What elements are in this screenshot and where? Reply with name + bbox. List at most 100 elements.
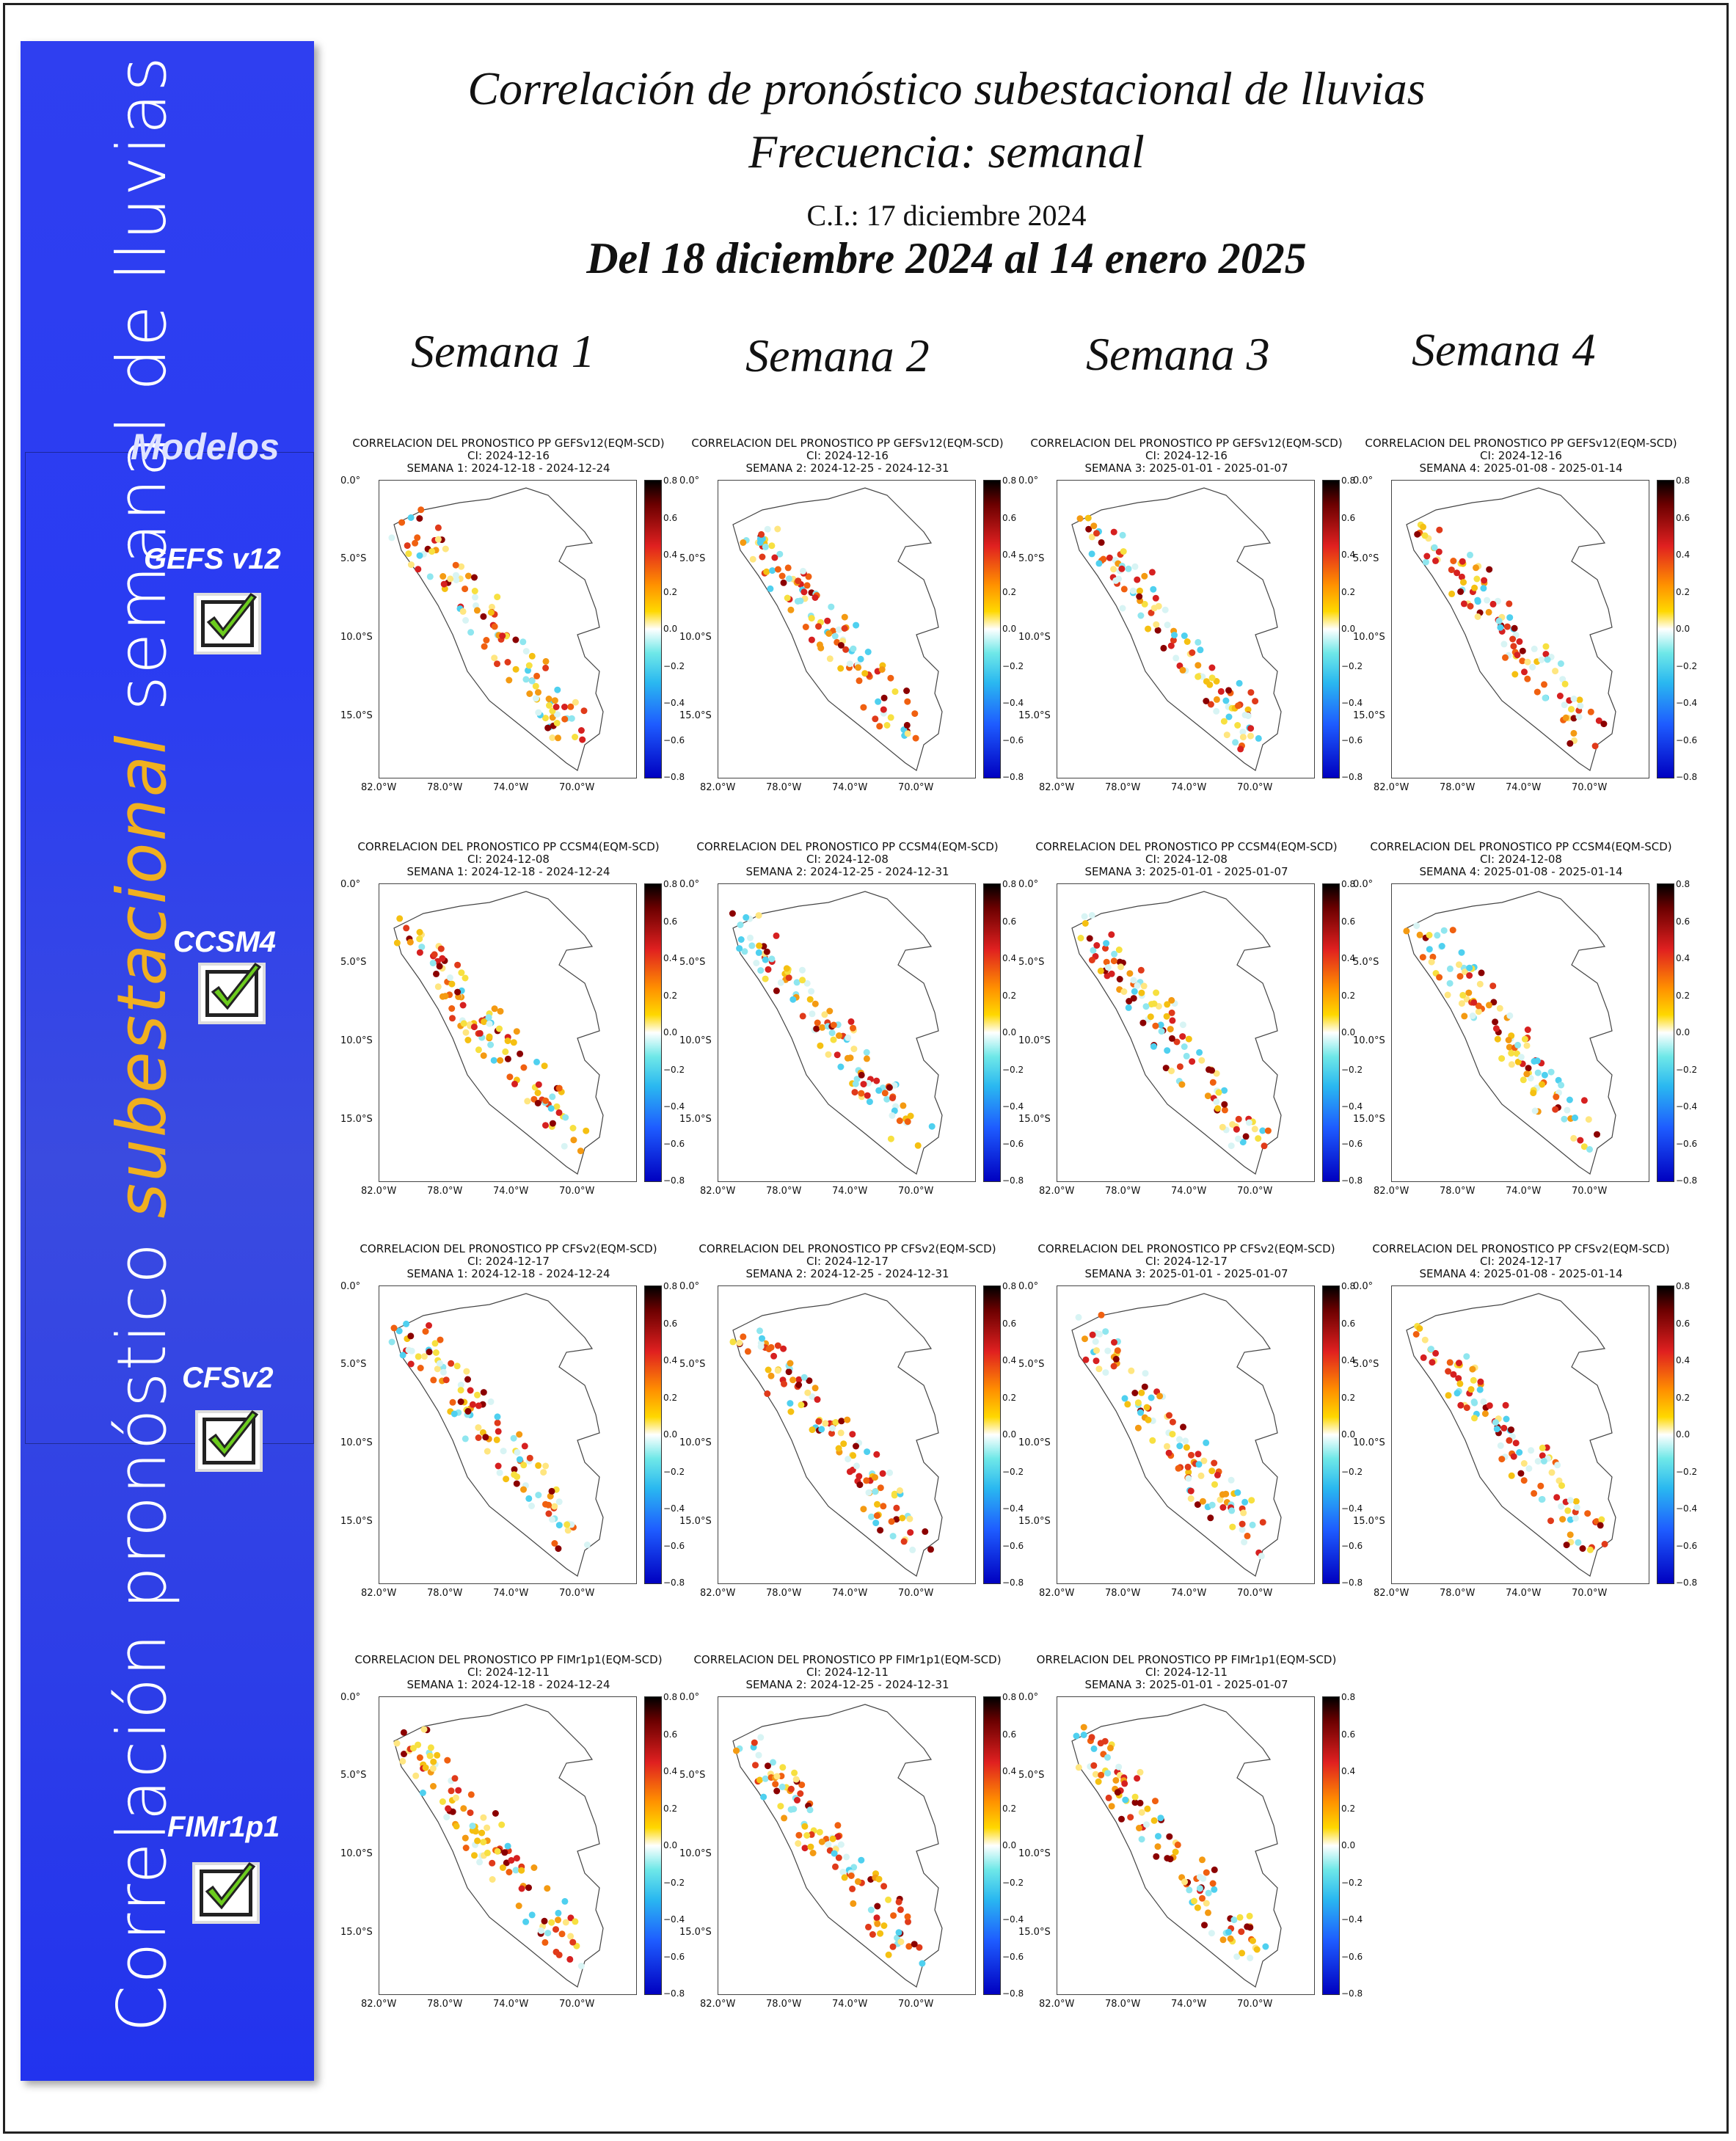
station-dot — [1088, 550, 1095, 558]
station-dot — [875, 1875, 883, 1883]
y-tick-label: 10.0°S — [1018, 1035, 1051, 1046]
station-dot — [1455, 1375, 1462, 1382]
station-dot — [566, 1955, 574, 1963]
station-dot — [888, 1518, 895, 1525]
station-dot — [1579, 1545, 1586, 1552]
station-dot — [736, 945, 743, 952]
station-dot — [1555, 1076, 1562, 1084]
station-dot — [494, 1419, 501, 1426]
station-dot — [912, 734, 919, 742]
station-dot — [520, 1486, 527, 1493]
station-dot — [757, 1734, 765, 1741]
station-dot — [1564, 1106, 1571, 1114]
station-dot — [829, 1425, 836, 1431]
station-dot — [768, 955, 776, 963]
station-dot — [889, 1533, 897, 1540]
x-tick-label: 82.0°W — [1039, 1186, 1075, 1197]
station-dot — [1082, 1356, 1090, 1363]
station-dot — [1104, 964, 1112, 971]
station-dot — [1519, 657, 1526, 665]
station-dot — [846, 660, 853, 668]
station-dot — [1510, 1453, 1517, 1460]
station-dot — [475, 1046, 482, 1054]
checkbox-fimr1p1[interactable] — [192, 1861, 260, 1924]
forecast-map-panel: ORRELACION DEL PRONOSTICO PP FIMr1p1(EQM… — [1014, 1654, 1363, 2021]
station-dot — [471, 1852, 478, 1859]
station-dot — [861, 670, 869, 677]
x-tick-label: 74.0°W — [493, 1999, 529, 2010]
station-dot — [412, 539, 419, 547]
station-dot — [832, 1419, 839, 1426]
station-dot — [1567, 1531, 1574, 1539]
station-dot — [1208, 1501, 1216, 1509]
station-dot — [449, 1015, 456, 1022]
y-tick-label: 15.0°S — [679, 1516, 712, 1527]
station-dot — [535, 1492, 542, 1499]
station-dot — [1497, 624, 1504, 631]
station-dot — [1103, 940, 1110, 947]
station-dot — [1134, 1775, 1141, 1782]
x-tick-label: 74.0°W — [493, 1186, 529, 1197]
peru-map-svg — [1071, 1704, 1282, 1988]
station-dot — [1167, 642, 1175, 649]
colorbar-tick-label: 0.4 — [1002, 550, 1017, 560]
station-dot — [564, 1527, 572, 1534]
station-dot — [1547, 1517, 1554, 1525]
colorbar-tick-label: −0.6 — [1002, 734, 1024, 745]
station-dot — [1538, 656, 1545, 663]
station-dot — [1115, 947, 1123, 953]
station-dot — [755, 912, 762, 919]
station-dot — [526, 1454, 533, 1462]
station-dot — [1139, 1019, 1147, 1026]
station-dot — [516, 1456, 523, 1463]
station-dot — [1516, 1449, 1523, 1456]
y-tick-label: 10.0°S — [1018, 1848, 1051, 1859]
station-dot — [816, 1828, 823, 1836]
station-dot — [887, 714, 894, 721]
station-dot — [886, 1469, 894, 1476]
station-dot — [515, 1903, 522, 1909]
station-dot — [1117, 963, 1124, 971]
colorbar-tick-label: −0.8 — [1002, 772, 1024, 782]
y-tick-label: 10.0°S — [1353, 1437, 1385, 1448]
checkbox-cfsv2[interactable] — [195, 1409, 263, 1472]
checkbox-ccsm4[interactable] — [198, 962, 266, 1024]
panel-title: CORRELACION DEL PRONOSTICO PP CFSv2(EQM-… — [1372, 1242, 1670, 1280]
colorbar-tick-label: −0.6 — [1341, 1540, 1363, 1551]
colorbar-tick-label: −0.8 — [663, 1175, 685, 1186]
station-dot — [1237, 745, 1244, 753]
x-tick-label: 82.0°W — [361, 782, 397, 793]
station-dot — [445, 1805, 452, 1812]
station-dot — [1098, 539, 1105, 546]
station-dot — [546, 702, 552, 709]
station-dot — [1239, 1526, 1246, 1533]
y-tick-label: 15.0°S — [1353, 710, 1385, 721]
station-dot — [840, 1440, 847, 1448]
station-dot — [1187, 1487, 1195, 1495]
station-dot — [768, 542, 776, 550]
x-tick-label: 70.0°W — [559, 1999, 595, 2010]
station-dot — [1126, 970, 1134, 977]
station-dot — [1239, 734, 1247, 741]
checkmark-icon — [205, 1861, 256, 1910]
station-dot — [396, 915, 404, 922]
station-dot — [787, 1408, 795, 1415]
station-dot — [535, 689, 541, 696]
station-dot — [773, 932, 780, 939]
peru-map-svg — [1406, 487, 1616, 771]
station-dot — [856, 677, 863, 685]
station-dot — [1141, 572, 1148, 580]
station-dot — [806, 1377, 813, 1385]
station-dot — [1075, 1313, 1082, 1321]
station-dot — [551, 1540, 558, 1547]
model-label-ccsm4: CCSM4 — [173, 926, 277, 958]
station-dot — [866, 1098, 873, 1106]
checkbox-gefs[interactable] — [194, 592, 261, 654]
y-tick-label: 0.0° — [1353, 879, 1374, 890]
station-dot — [777, 979, 784, 986]
station-dot — [1203, 1900, 1210, 1907]
station-dot — [1137, 1799, 1144, 1806]
station-dot — [873, 1451, 880, 1458]
station-dot — [1114, 1789, 1121, 1796]
station-dot — [416, 935, 423, 943]
